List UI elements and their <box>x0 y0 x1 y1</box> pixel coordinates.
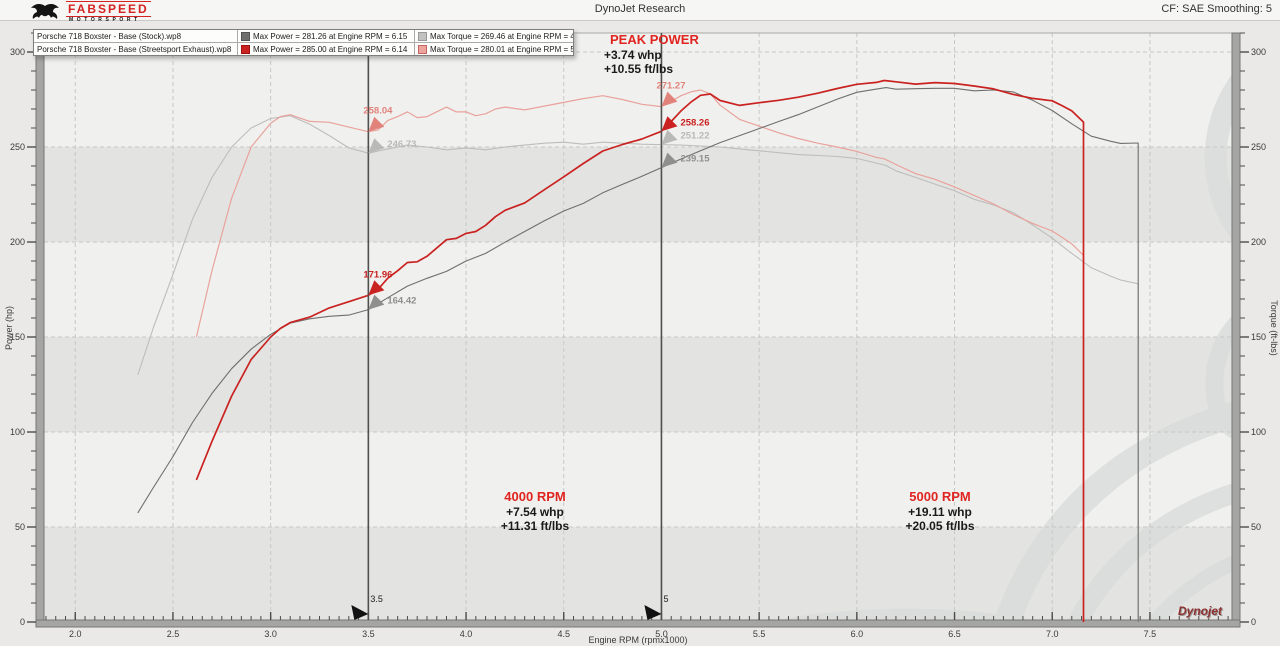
svg-text:6.5: 6.5 <box>948 629 961 639</box>
run-file-name: Porsche 718 Boxster - Base (Stock).wp8 <box>37 31 182 41</box>
max-torque-cell: Max Torque = 269.46 at Engine RPM = 4.46 <box>414 30 573 42</box>
svg-text:200: 200 <box>1251 237 1266 247</box>
stock-torque-chip <box>418 31 427 41</box>
run-file-name: Porsche 718 Boxster - Base (Streetsport … <box>37 44 232 54</box>
axis-ticks <box>27 32 1249 623</box>
svg-text:50: 50 <box>15 522 25 532</box>
cursor-3.5[interactable]: 3.5 258.04 246.73 171.96 164.42 <box>351 33 416 620</box>
svg-text:4.0: 4.0 <box>460 629 473 639</box>
value-flag[interactable] <box>368 138 385 154</box>
stock-power-chip <box>241 31 250 41</box>
axis-bars <box>35 32 1241 628</box>
value-flag-label: 171.96 <box>363 269 392 280</box>
svg-text:250: 250 <box>1251 142 1266 152</box>
max-power-cell: Max Power = 281.26 at Engine RPM = 6.15 <box>237 30 414 42</box>
svg-text:4.5: 4.5 <box>557 629 570 639</box>
fabspeed-bat-icon <box>31 3 59 19</box>
max-torque-label: Max Torque = 269.46 at Engine RPM = 4.46 <box>430 31 573 41</box>
svg-text:7.0: 7.0 <box>1046 629 1059 639</box>
correction-factor-label: CF: SAE Smoothing: 5 <box>1161 3 1272 15</box>
fabspeed-wordmark: FABSPEED MOTORSPORT <box>66 1 151 23</box>
max-power-cell: Max Power = 285.00 at Engine RPM = 6.14 <box>237 43 414 55</box>
svg-text:150: 150 <box>10 332 25 342</box>
rpm-4000-annotation: 4000 RPM +7.54 whp +11.31 ft/lbs <box>477 489 593 533</box>
max-torque-cell: Max Torque = 280.01 at Engine RPM = 5.20 <box>414 43 573 55</box>
max-power-label: Max Power = 281.26 at Engine RPM = 6.15 <box>253 31 408 41</box>
svg-text:5.5: 5.5 <box>753 629 766 639</box>
dynojet-wordmark: Dynojet <box>1178 604 1223 618</box>
svg-text:50: 50 <box>1251 522 1261 532</box>
plot-bands <box>44 33 1232 622</box>
axis-titles: Power (hp) Torque (ft-lbs) Engine RPM (rpm… <box>4 300 1279 645</box>
fabspeed-logo: FABSPEED MOTORSPORT <box>28 1 151 23</box>
svg-text:200: 200 <box>10 237 25 247</box>
graph-title: DynoJet Research <box>594 3 686 15</box>
cursor-rpm-label: 3.5 <box>370 594 383 604</box>
svg-text:300: 300 <box>10 47 25 57</box>
annotation-title: 4000 RPM <box>504 489 566 504</box>
x-axis-title: Engine RPM (rpmx1000) <box>588 635 687 645</box>
value-flag-label: 258.26 <box>680 117 709 128</box>
svg-text:6.0: 6.0 <box>851 629 864 639</box>
value-flag-label: 164.42 <box>387 296 416 307</box>
svg-text:7.5: 7.5 <box>1144 629 1157 639</box>
svg-text:300: 300 <box>1251 47 1266 57</box>
svg-text:3.5: 3.5 <box>362 629 375 639</box>
y-axis-right-title: Torque (ft-lbs) <box>1269 300 1279 356</box>
series-street-torque-line <box>195 89 1085 622</box>
value-flag[interactable] <box>368 116 385 132</box>
cursor-rpm-label: 5 <box>663 594 668 604</box>
annotation-torque-delta: +10.55 ft/lbs <box>604 61 674 76</box>
annotation-torque-delta: +11.31 ft/lbs <box>500 518 570 533</box>
svg-text:0: 0 <box>1251 617 1256 627</box>
streetsport-torque-chip <box>418 44 427 54</box>
value-flag[interactable] <box>661 91 678 107</box>
value-flag[interactable] <box>661 116 678 132</box>
value-flag[interactable] <box>661 152 678 168</box>
svg-text:250: 250 <box>10 142 25 152</box>
header-bar: FABSPEED MOTORSPORT DynoJet Research CF:… <box>0 0 1280 23</box>
value-flag[interactable] <box>368 294 385 310</box>
value-flag[interactable] <box>661 129 678 145</box>
value-flag[interactable] <box>368 280 385 296</box>
legend-row-streetsport[interactable]: Porsche 718 Boxster - Base (Streetsport … <box>34 42 573 55</box>
streetsport-power-chip <box>241 44 250 54</box>
value-flag-label: 251.22 <box>680 131 709 142</box>
value-flag-label: 246.73 <box>387 139 416 150</box>
series-street-power-line <box>195 79 1085 622</box>
svg-text:150: 150 <box>1251 332 1266 342</box>
svg-text:5.0: 5.0 <box>655 629 668 639</box>
fabspeed-wordmark-bottom: MOTORSPORT <box>69 17 141 23</box>
max-power-label: Max Power = 285.00 at Engine RPM = 6.14 <box>253 44 408 54</box>
fabspeed-wordmark-top: FABSPEED <box>66 1 151 17</box>
svg-text:2.0: 2.0 <box>69 629 82 639</box>
legend-row-stock[interactable]: Porsche 718 Boxster - Base (Stock).wp8 M… <box>34 30 573 42</box>
annotation-title: 5000 RPM <box>909 489 971 504</box>
annotation-title: PEAK POWER <box>610 32 699 47</box>
run-legend: Porsche 718 Boxster - Base (Stock).wp8 M… <box>33 29 574 56</box>
value-flag-label: 239.15 <box>680 154 710 165</box>
svg-text:100: 100 <box>1251 427 1266 437</box>
max-torque-label: Max Torque = 280.01 at Engine RPM = 5.20 <box>430 44 573 54</box>
axis-tick-labels: 2.0 2.5 3.0 3.5 4.0 4.5 5.0 5.5 6.0 6.5 7.0 7.5 0 0 50… <box>10 47 1266 639</box>
rpm-5000-annotation: 5000 RPM +19.11 whp +20.05 ft/lbs <box>882 489 998 533</box>
svg-text:100: 100 <box>10 427 25 437</box>
svg-text:2.5: 2.5 <box>167 629 180 639</box>
cursor-5[interactable]: 5 271.27 258.26 251.22 239.15 <box>644 33 710 620</box>
cursor-bottom-flag[interactable] <box>644 605 662 620</box>
value-flag-label: 258.04 <box>363 106 393 117</box>
svg-text:0: 0 <box>20 617 25 627</box>
annotation-whp-delta: +7.54 whp <box>506 504 564 519</box>
y-axis-left-title: Power (hp) <box>4 306 14 350</box>
cursor-bottom-flag[interactable] <box>351 605 369 620</box>
value-flag-label: 271.27 <box>656 81 685 92</box>
annotation-whp-delta: +19.11 whp <box>908 504 972 519</box>
annotation-torque-delta: +20.05 ft/lbs <box>905 518 975 533</box>
annotation-whp-delta: +3.74 whp <box>604 47 662 62</box>
peak-power-annotation: PEAK POWER +3.74 whp +10.55 ft/lbs <box>604 32 699 76</box>
svg-text:3.0: 3.0 <box>264 629 277 639</box>
